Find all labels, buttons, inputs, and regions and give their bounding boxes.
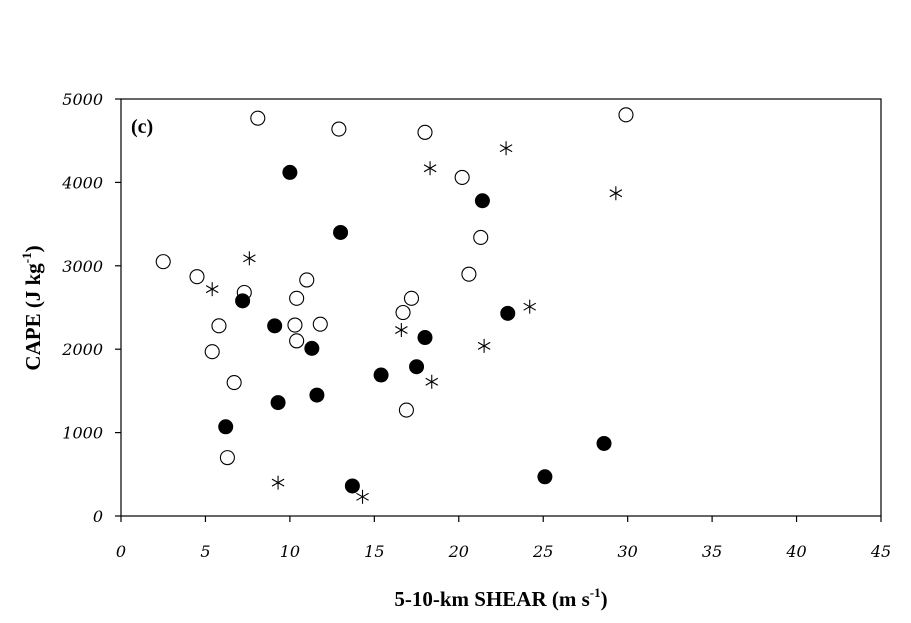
open-circle-point xyxy=(204,344,220,360)
x-tick-label: 25 xyxy=(532,542,553,561)
open-circle-point xyxy=(618,107,634,123)
x-tick-label: 30 xyxy=(617,542,637,561)
x-tick-label: 10 xyxy=(280,542,300,561)
filled-circle-point xyxy=(344,478,360,494)
filled-circle-point xyxy=(596,435,612,451)
open-circle-point xyxy=(226,375,242,391)
asterisk-point xyxy=(243,251,256,266)
filled-circle-point xyxy=(333,224,349,240)
open-circle-point xyxy=(417,124,433,140)
y-axis-ticks: 0 1000 2000 3000 4000 5000 xyxy=(61,90,121,526)
filled-circle-point xyxy=(409,359,425,375)
open-circle-point xyxy=(211,318,227,334)
x-tick-label: 35 xyxy=(702,542,722,561)
open-circle-point xyxy=(454,169,470,185)
open-circle-point xyxy=(461,266,477,282)
filled-circle-point xyxy=(417,330,433,346)
x-tick-label: 0 xyxy=(116,542,126,561)
open-circle-point xyxy=(299,272,315,288)
filled-circle-point xyxy=(218,419,234,435)
open-circle-point xyxy=(398,402,414,418)
filled-circle-point xyxy=(373,367,389,383)
y-tick-label: 0 xyxy=(93,507,103,526)
asterisk-point xyxy=(499,141,513,156)
asterisk-point xyxy=(523,299,537,314)
y-tick-label: 2000 xyxy=(61,340,103,359)
y-tick-label: 5000 xyxy=(62,90,103,109)
open-circle-point xyxy=(250,110,266,126)
filled-circle-point xyxy=(500,305,516,321)
panel-label: (c) xyxy=(131,116,153,138)
y-tick-label: 1000 xyxy=(62,424,103,443)
x-tick-label: 20 xyxy=(448,542,469,561)
asterisk-point xyxy=(205,282,219,297)
plot-area xyxy=(120,98,882,517)
asterisk-point xyxy=(609,186,623,201)
x-tick-label: 5 xyxy=(200,542,210,561)
open-circle-point xyxy=(289,333,305,349)
y-tick-label: 3000 xyxy=(62,257,103,276)
filled-circle-point xyxy=(537,469,553,485)
asterisk-point xyxy=(395,323,408,338)
x-tick-label: 40 xyxy=(785,542,806,561)
asterisk-point xyxy=(423,161,437,176)
x-tick-label: 15 xyxy=(364,542,384,561)
open-circle-point xyxy=(473,229,489,245)
filled-circle-point xyxy=(270,395,286,411)
open-circle-point xyxy=(155,254,171,270)
open-circle-point xyxy=(289,290,305,306)
filled-circle-point xyxy=(282,164,298,180)
open-circle-point xyxy=(219,450,235,466)
open-circle-point xyxy=(331,121,347,137)
asterisk-point xyxy=(271,475,285,490)
open-circle-point xyxy=(403,290,420,306)
filled-circle-point xyxy=(235,293,251,309)
asterisk-point xyxy=(425,374,439,389)
asterisk-point xyxy=(477,338,491,353)
asterisk-point xyxy=(356,489,369,504)
x-tick-label: 45 xyxy=(870,542,891,561)
filled-circle-point xyxy=(304,340,320,356)
open-circle-point xyxy=(189,269,205,285)
data-points xyxy=(155,107,634,504)
filled-circle-point xyxy=(309,387,325,403)
open-circle-point xyxy=(395,304,411,321)
x-axis-ticks: 0 5 10 15 20 25 30 35 40 45 xyxy=(116,516,891,561)
open-circle-point xyxy=(312,316,328,332)
filled-circle-point xyxy=(474,193,490,209)
x-axis-title: 5-10-km SHEAR (m s-1) xyxy=(394,585,607,611)
open-circle-point xyxy=(287,317,303,333)
y-tick-label: 4000 xyxy=(61,173,103,192)
y-axis-title: CAPE (J kg-1) xyxy=(19,245,45,370)
filled-circle-point xyxy=(267,318,283,334)
